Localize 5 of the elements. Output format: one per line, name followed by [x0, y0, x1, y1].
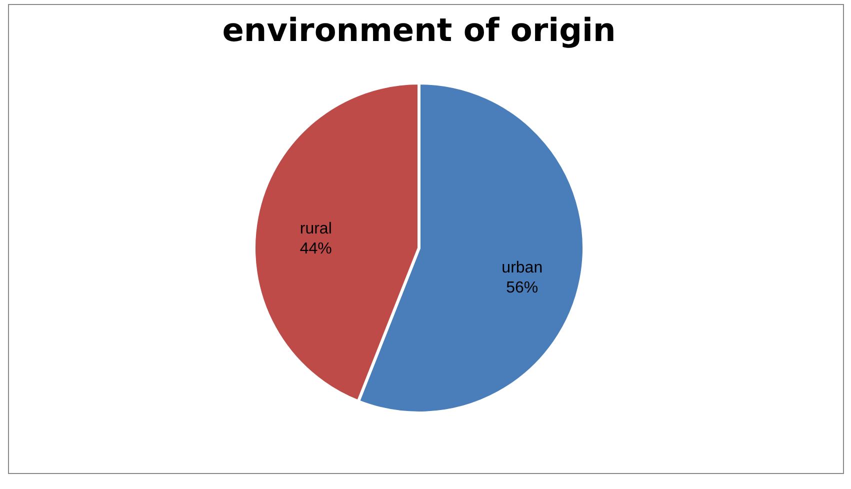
- data-label: 44%: [300, 240, 332, 258]
- chart-title: environment of origin: [222, 11, 616, 49]
- slice-label: urban: [502, 260, 543, 277]
- data-label: 56%: [506, 280, 538, 297]
- slice-label: rural: [300, 220, 332, 238]
